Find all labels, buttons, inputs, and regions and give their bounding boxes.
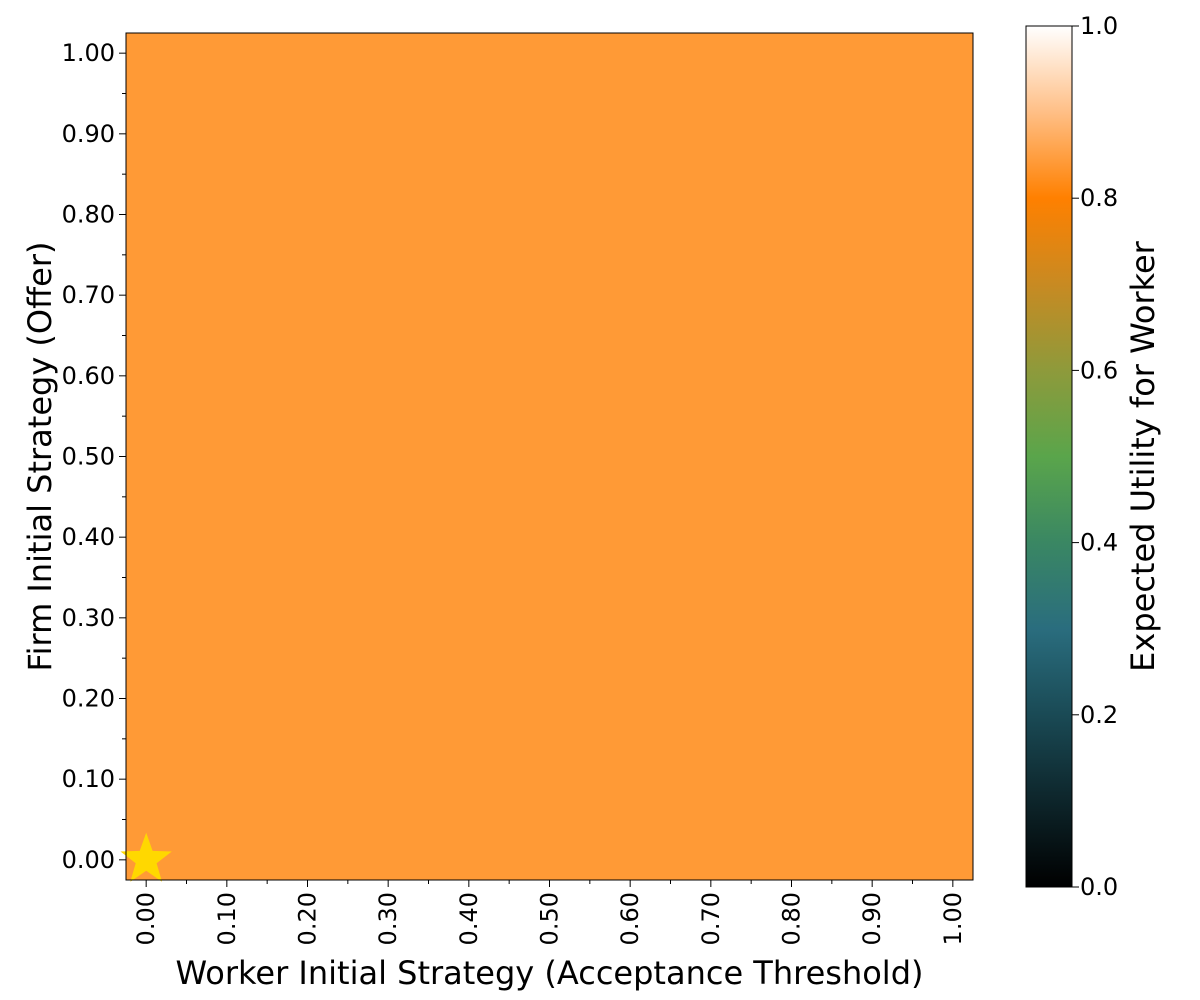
colorbar-label: Expected Utility for Worker bbox=[1124, 240, 1162, 672]
x-tick-label: 0.20 bbox=[294, 892, 322, 945]
x-tick-label: 0.40 bbox=[455, 892, 483, 945]
colorbar bbox=[1025, 25, 1073, 888]
star-marker bbox=[120, 832, 172, 882]
colorbar-tick-label: 0.6 bbox=[1080, 356, 1118, 384]
x-tick-label: 0.70 bbox=[697, 892, 725, 945]
x-tick-label: 0.60 bbox=[616, 892, 644, 945]
y-tick-label: 0.80 bbox=[62, 201, 115, 229]
y-axis-label: Firm Initial Strategy (Offer) bbox=[21, 242, 59, 672]
x-tick-label: 0.50 bbox=[536, 892, 564, 945]
heatmap-area bbox=[126, 33, 973, 880]
y-tick-label: 0.90 bbox=[62, 120, 115, 148]
y-tick-label: 0.20 bbox=[62, 685, 115, 713]
colorbar-tick-label: 0.0 bbox=[1080, 873, 1118, 901]
x-tick-label: 0.90 bbox=[858, 892, 886, 945]
colorbar-tick-label: 0.4 bbox=[1080, 529, 1118, 557]
x-tick-label: 1.00 bbox=[939, 892, 967, 945]
y-tick-label: 0.10 bbox=[62, 765, 115, 793]
x-tick-label: 0.00 bbox=[132, 892, 160, 945]
y-tick-label: 0.60 bbox=[62, 362, 115, 390]
x-tick-label: 0.30 bbox=[374, 892, 402, 945]
x-tick-label: 0.10 bbox=[213, 892, 241, 945]
y-tick-label: 0.40 bbox=[62, 523, 115, 551]
colorbar-tick-label: 0.8 bbox=[1080, 184, 1118, 212]
x-axis-label: Worker Initial Strategy (Acceptance Thre… bbox=[176, 954, 924, 992]
y-tick-label: 0.30 bbox=[62, 604, 115, 632]
x-tick-label: 0.80 bbox=[778, 892, 806, 945]
y-tick-label: 0.00 bbox=[62, 846, 115, 874]
y-tick-label: 0.70 bbox=[62, 281, 115, 309]
y-tick-label: 1.00 bbox=[62, 39, 115, 67]
colorbar-tick-label: 0.2 bbox=[1080, 701, 1118, 729]
y-tick-label: 0.50 bbox=[62, 443, 115, 471]
colorbar-tick-label: 1.0 bbox=[1080, 12, 1118, 40]
